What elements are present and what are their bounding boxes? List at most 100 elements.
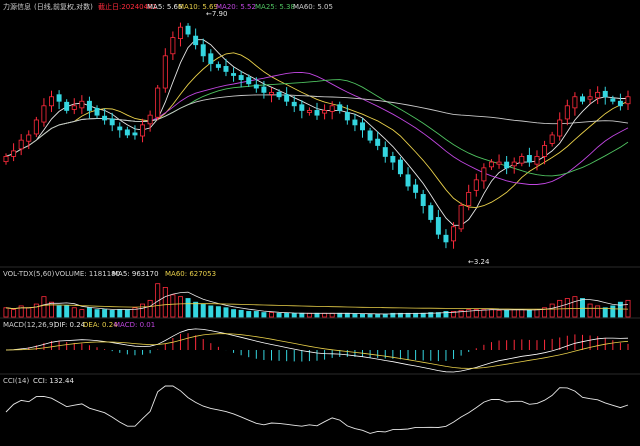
ma60-legend: MA60: 5.05 [293, 3, 333, 11]
candle-body [185, 25, 191, 35]
volume-bar [215, 306, 221, 318]
volume-bar [428, 312, 434, 318]
candle-body [413, 184, 419, 193]
candle-body [375, 138, 381, 146]
volume-bar [18, 305, 24, 318]
cci-polyline [5, 385, 629, 434]
candle-body [519, 156, 525, 164]
volume-bar [86, 307, 92, 318]
volume-bar [140, 303, 146, 318]
candle-body [276, 91, 282, 98]
candle-body [124, 129, 130, 136]
volume-bar [208, 305, 214, 318]
volume-bar [11, 309, 17, 318]
candle-body [246, 77, 252, 85]
volume-bar [276, 312, 282, 318]
candle-body [269, 91, 274, 95]
volume-bar [185, 298, 191, 318]
moving-average-lines [5, 39, 629, 226]
ma25-legend: MA25: 5.38 [255, 3, 295, 11]
candle-body [625, 96, 631, 105]
candle-body [580, 96, 585, 102]
volume-bar [33, 303, 39, 318]
candle-body [405, 174, 411, 187]
candle-body [3, 156, 9, 163]
candle-body [344, 112, 350, 121]
high-price-label: ←7.90 [206, 10, 227, 18]
candle-body [602, 90, 608, 98]
ma60-line [5, 94, 629, 157]
volume-bar [625, 299, 631, 318]
macd-lines [5, 328, 629, 373]
candle-body [231, 73, 237, 76]
candle-body [41, 105, 47, 123]
volume-bar [147, 299, 153, 318]
candle-body [11, 150, 17, 157]
candle-body [223, 66, 229, 72]
candle-body [208, 53, 214, 64]
candle-body [473, 179, 479, 191]
volume-bar [542, 307, 548, 318]
candle-body [352, 119, 358, 126]
volume-bar [329, 312, 335, 318]
candle-body [49, 96, 54, 107]
volume-bar [451, 311, 457, 318]
volume-bar [511, 309, 517, 318]
candle-body [443, 234, 449, 243]
ma20-legend: MA20: 5.52 [216, 3, 256, 11]
candle-body [367, 130, 373, 141]
volume-bar [375, 313, 381, 318]
volume-bar [299, 312, 305, 318]
volume-bar [526, 309, 532, 318]
volume-bar [314, 312, 320, 318]
candle-body [557, 119, 563, 137]
candle-body [140, 124, 146, 137]
date-label: 截止日:20240401 [98, 2, 157, 11]
candle-body [200, 44, 206, 57]
volume-bar [473, 309, 479, 318]
volume-bar [519, 309, 525, 318]
volume-bar [610, 305, 616, 318]
volume-bar [26, 307, 32, 318]
volume-bar [504, 309, 510, 318]
volume-bar [549, 303, 555, 318]
ma10-legend: MA10: 5.69 [178, 3, 218, 11]
candle-body [504, 161, 510, 169]
volume-ma-lines [5, 291, 629, 315]
volume-bar [291, 312, 297, 318]
volume-bar [564, 298, 570, 318]
volume-bar [246, 311, 252, 318]
candle-body [177, 26, 183, 39]
volume-bar [79, 309, 85, 318]
candle-body [253, 84, 259, 89]
volume-bar [223, 307, 229, 318]
volume-bar [413, 312, 419, 318]
candle-body [420, 194, 426, 206]
candle-body [610, 98, 616, 102]
candle-body [86, 100, 92, 111]
cci-title: CCI(14) [3, 377, 29, 385]
volume-bar [261, 312, 267, 318]
volume-bar [109, 309, 115, 318]
volume-bar [269, 312, 274, 318]
candle-body [291, 101, 297, 107]
candle-body [382, 147, 388, 157]
candle-body [33, 119, 39, 135]
candle-body [587, 96, 593, 100]
volume-bar [177, 296, 183, 318]
ma5-legend: MA5: 5.66 [147, 3, 183, 11]
candle-body [526, 154, 532, 163]
candle-body [496, 161, 502, 165]
ma10-line [5, 52, 629, 209]
candle-body [390, 156, 396, 163]
volume-bar [572, 296, 578, 318]
macd-value: MACD: 0.01 [114, 321, 155, 329]
candle-body [170, 37, 176, 55]
volume-bar [306, 312, 312, 318]
candle-body [94, 107, 100, 116]
candle-body [238, 75, 244, 81]
volume-bar [102, 309, 108, 318]
candle-body [549, 134, 555, 144]
candle-body [109, 118, 115, 126]
candlesticks [3, 22, 631, 249]
